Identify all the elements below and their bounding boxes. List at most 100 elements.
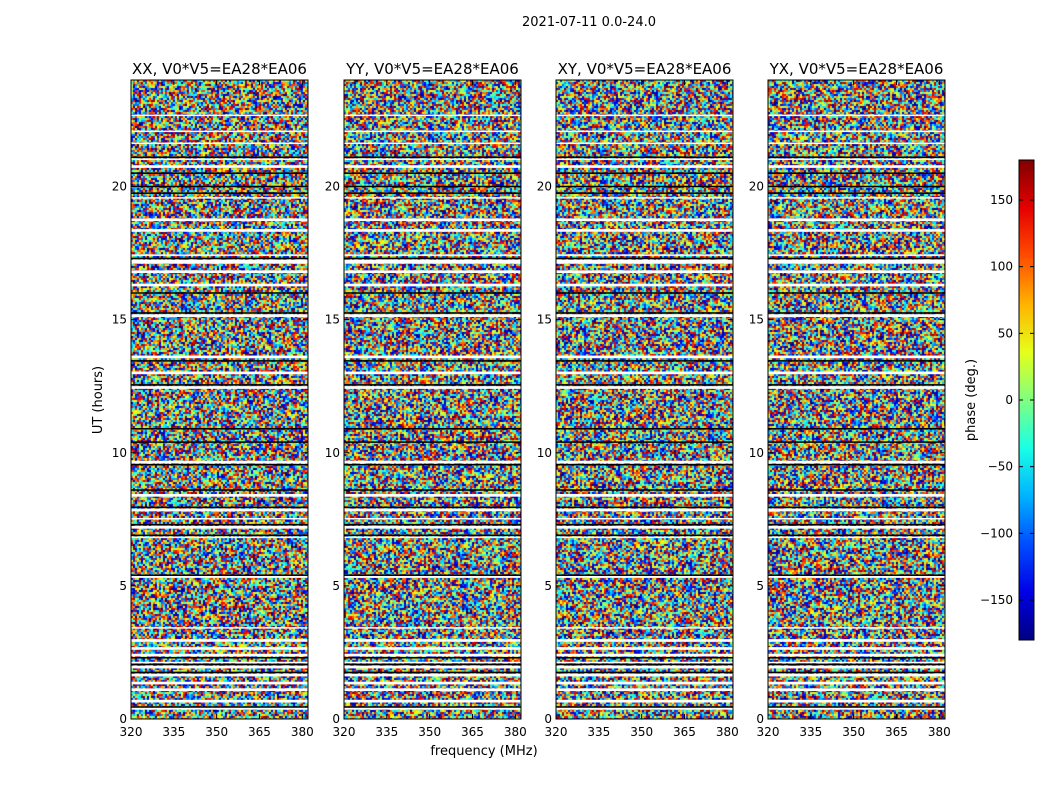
scan-boundary-line	[556, 671, 733, 674]
scan-boundary-line	[556, 441, 733, 443]
flagged-band	[768, 575, 945, 578]
y-tick-label: 5	[119, 579, 127, 593]
flagged-band	[131, 158, 308, 161]
scan-boundary-line	[768, 663, 945, 666]
colorbar-label: phase (deg.)	[964, 359, 979, 441]
scan-boundary-line	[768, 574, 945, 576]
scan-boundary-line	[556, 574, 733, 576]
y-tick-label: 20	[112, 180, 127, 194]
scan-boundary-line	[768, 463, 945, 466]
scan-boundary-line	[556, 523, 733, 526]
flagged-band	[556, 460, 733, 464]
flagged-band	[556, 259, 733, 264]
panel-xy: XY, V0*V5=EA28*EA06 320 335 350 365 380 0 5 10 15…	[537, 60, 739, 739]
scan-boundary-line	[131, 489, 308, 491]
flagged-band	[131, 517, 308, 520]
flagged-band	[344, 665, 521, 669]
scan-boundary-line	[344, 523, 521, 526]
flagged-band	[768, 647, 945, 650]
flagged-band	[131, 681, 308, 685]
scan-boundary-line	[556, 663, 733, 666]
x-tick-label: 365	[248, 725, 271, 739]
flagged-band	[768, 460, 945, 464]
scan-boundary-line	[344, 663, 521, 666]
scan-boundary-line	[556, 257, 733, 260]
scan-boundary-line	[768, 506, 945, 509]
scan-boundary-line	[556, 428, 733, 430]
scan-boundary-line	[344, 706, 521, 708]
scan-boundary-line	[131, 523, 308, 526]
flagged-band	[768, 355, 945, 359]
y-tick-label: 0	[756, 712, 764, 726]
flagged-band	[131, 508, 308, 512]
flagged-band	[768, 254, 945, 256]
flagged-band	[556, 673, 733, 677]
x-tick-label: 335	[162, 725, 185, 739]
flagged-band	[344, 536, 521, 539]
flagged-band	[556, 114, 733, 117]
y-tick-label: 15	[112, 313, 127, 327]
y-tick-label: 20	[537, 180, 552, 194]
scan-boundary-line	[768, 257, 945, 260]
scan-boundary-line	[556, 384, 733, 386]
x-tick-label: 365	[885, 725, 908, 739]
flagged-band	[556, 270, 733, 274]
scan-boundary-line	[768, 172, 945, 174]
scan-boundary-line	[556, 706, 733, 708]
scan-boundary-line	[344, 671, 521, 674]
x-tick-label: 350	[842, 725, 865, 739]
panel-frame	[130, 79, 309, 720]
flagged-band	[768, 114, 945, 117]
scan-boundary-line	[768, 384, 945, 386]
flagged-band	[131, 218, 308, 222]
flagged-band	[556, 508, 733, 512]
y-tick-label: 15	[537, 313, 552, 327]
flagged-band	[768, 673, 945, 677]
panel-frame	[343, 79, 522, 720]
flagged-band	[768, 371, 945, 375]
scan-boundary-line	[344, 428, 521, 430]
x-tick-label: 335	[375, 725, 398, 739]
flagged-band	[344, 158, 521, 161]
phase-heatmap-xy	[556, 80, 733, 719]
flagged-band	[768, 699, 945, 703]
flagged-band	[344, 673, 521, 677]
colorbar-tick-label: 0	[1005, 393, 1013, 407]
flagged-band	[344, 314, 521, 317]
flagged-band	[344, 688, 521, 692]
flagged-band	[344, 165, 521, 168]
flagged-band	[768, 661, 945, 664]
flagged-band	[768, 508, 945, 512]
flagged-band	[768, 653, 945, 657]
flagged-band	[131, 575, 308, 578]
x-tick-label: 350	[205, 725, 228, 739]
phase-heatmap-yy	[344, 80, 521, 719]
flagged-band	[556, 355, 733, 359]
scan-boundary-line	[344, 574, 521, 576]
y-tick-label: 20	[749, 180, 764, 194]
scan-boundary-line	[344, 506, 521, 509]
flagged-band	[556, 536, 733, 539]
flagged-band	[768, 197, 945, 199]
flagged-band	[768, 688, 945, 692]
flagged-band	[344, 218, 521, 222]
phase-heatmap-yx	[768, 80, 945, 719]
scan-boundary-line	[344, 534, 521, 537]
flagged-band	[344, 270, 521, 274]
scan-boundary-line	[344, 185, 521, 188]
x-tick-label: 320	[545, 725, 568, 739]
flagged-band	[131, 525, 308, 529]
flagged-band	[131, 197, 308, 199]
y-tick-label: 10	[537, 446, 552, 460]
flagged-band	[131, 536, 308, 539]
flagged-band	[556, 575, 733, 578]
scan-boundary-line	[556, 506, 733, 509]
flagged-band	[131, 254, 308, 256]
y-axis-label: UT (hours)	[91, 366, 106, 434]
scan-boundary-line	[556, 172, 733, 174]
flagged-band	[344, 627, 521, 629]
flagged-band	[768, 536, 945, 539]
flagged-band	[556, 218, 733, 222]
scan-boundary-line	[344, 172, 521, 174]
